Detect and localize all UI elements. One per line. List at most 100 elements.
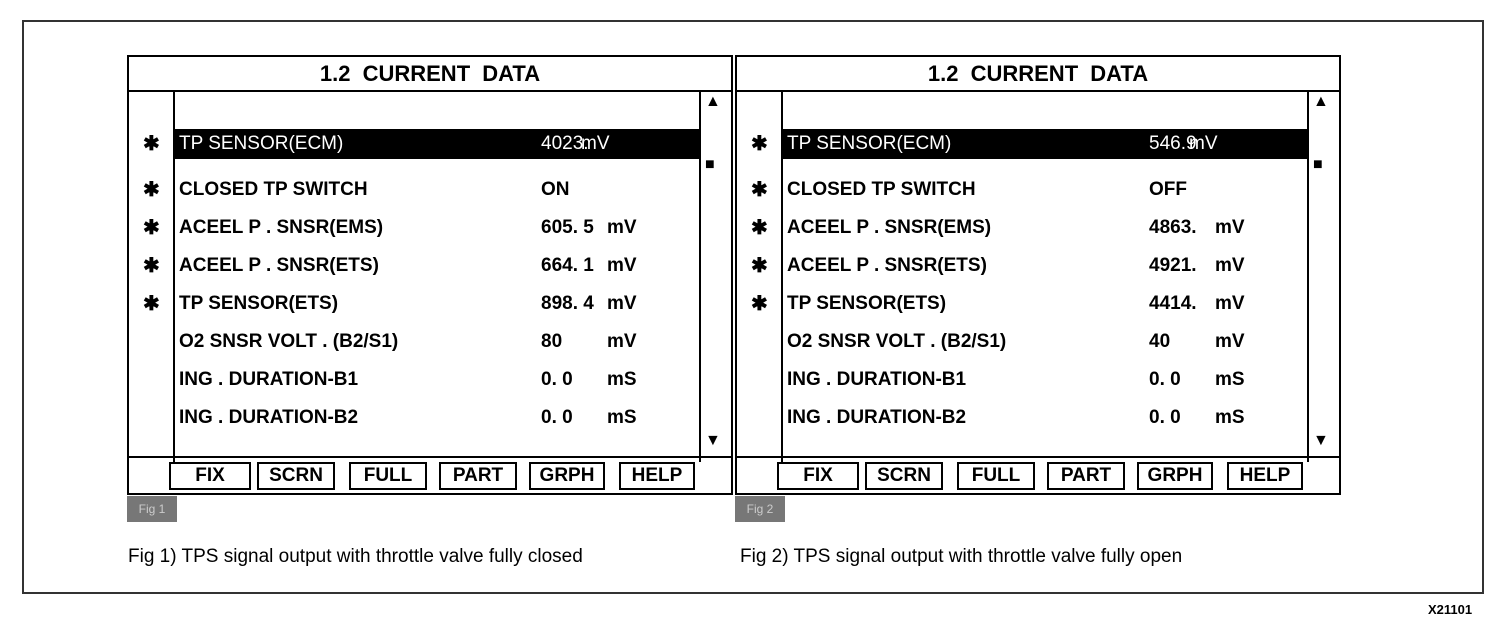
parameter-name: O2 SNSR VOLT . (B2/S1)	[179, 331, 399, 352]
help-button[interactable]: HELP	[1227, 462, 1303, 490]
screen-title: 1.2 CURRENT DATA	[129, 57, 731, 92]
fixed-marker-asterisk-icon: ✱	[143, 133, 160, 155]
grph-button[interactable]: GRPH	[1137, 462, 1213, 490]
data-row[interactable]: ING . DURATION-B1 0. 0 mS	[175, 365, 699, 395]
data-row[interactable]: ACEEL P . SNSR(ETS) 664. 1 mV	[175, 251, 699, 281]
function-button-bar: FIX SCRN FULL PART GRPH HELP	[129, 456, 731, 493]
data-row[interactable]: CLOSED TP SWITCH OFF	[783, 175, 1307, 205]
scrn-button[interactable]: SCRN	[257, 462, 335, 490]
parameter-name: TP SENSOR(ETS)	[179, 293, 339, 314]
parameter-value: 0. 0	[1149, 407, 1181, 428]
parameter-unit: mV	[581, 133, 610, 154]
parameter-unit: mV	[1215, 331, 1245, 352]
screen-title: 1.2 CURRENT DATA	[737, 57, 1339, 92]
data-row[interactable]: CLOSED TP SWITCH ON	[175, 175, 699, 205]
parameter-name: CLOSED TP SWITCH	[787, 179, 976, 200]
scrollbar[interactable]: ▲ ■ ▼	[695, 90, 731, 462]
parameter-value: 664. 1	[541, 255, 594, 276]
parameter-value: 0. 0	[541, 407, 573, 428]
full-button[interactable]: FULL	[957, 462, 1035, 490]
data-row[interactable]: TP SENSOR(ECM) 546.9 mV	[783, 129, 1307, 159]
parameter-unit: mV	[1215, 217, 1245, 238]
parameter-value: 80	[541, 331, 563, 352]
grph-button[interactable]: GRPH	[529, 462, 605, 490]
parameter-value: OFF	[1149, 179, 1187, 200]
scroll-thumb-icon[interactable]: ■	[1313, 156, 1323, 173]
scan-screen-2: 1.2 CURRENT DATA ✱ ✱ ✱ ✱ ✱ TP SENSOR(ECM) 546…	[735, 55, 1341, 495]
parameter-name: TP SENSOR(ECM)	[179, 133, 344, 154]
data-row[interactable]: TP SENSOR(ETS) 898. 4 mV	[175, 289, 699, 319]
fixed-marker-asterisk-icon: ✱	[143, 255, 160, 277]
scroll-down-icon[interactable]: ▼	[1313, 432, 1329, 449]
data-row[interactable]: ING . DURATION-B2 0. 0 mS	[175, 403, 699, 433]
data-list: TP SENSOR(ECM) 546.9 mV CLOSED TP SWITCH…	[781, 90, 1309, 462]
scroll-up-icon[interactable]: ▲	[705, 93, 721, 110]
parameter-unit: mV	[1215, 255, 1245, 276]
fixed-marker-asterisk-icon: ✱	[751, 293, 768, 315]
figure-tag: Fig 2	[735, 496, 785, 522]
scroll-thumb-icon[interactable]: ■	[705, 156, 715, 173]
parameter-name: CLOSED TP SWITCH	[179, 179, 368, 200]
figure-frame	[22, 20, 1484, 594]
fixed-marker-asterisk-icon: ✱	[143, 293, 160, 315]
data-row[interactable]: ING . DURATION-B2 0. 0 mS	[783, 403, 1307, 433]
data-row[interactable]: O2 SNSR VOLT . (B2/S1) 40 mV	[783, 327, 1307, 357]
scan-screen-1: 1.2 CURRENT DATA ✱ ✱ ✱ ✱ ✱ TP SENSOR(ECM) 402…	[127, 55, 733, 495]
figure-caption: Fig 1) TPS signal output with throttle v…	[128, 546, 583, 567]
parameter-value: 605. 5	[541, 217, 594, 238]
part-button[interactable]: PART	[1047, 462, 1125, 490]
parameter-value: 4863.	[1149, 217, 1197, 238]
parameter-unit: mV	[1215, 293, 1245, 314]
parameter-name: ING . DURATION-B2	[787, 407, 967, 428]
function-button-bar: FIX SCRN FULL PART GRPH HELP	[737, 456, 1339, 493]
data-row[interactable]: ACEEL P . SNSR(ETS) 4921. mV	[783, 251, 1307, 281]
parameter-value: ON	[541, 179, 570, 200]
parameter-unit: mV	[607, 255, 637, 276]
parameter-value: 40	[1149, 331, 1171, 352]
fixed-marker-asterisk-icon: ✱	[143, 179, 160, 201]
fixed-marker-asterisk-icon: ✱	[143, 217, 160, 239]
data-row[interactable]: ACEEL P . SNSR(EMS) 4863. mV	[783, 213, 1307, 243]
scroll-down-icon[interactable]: ▼	[705, 432, 721, 449]
parameter-name: ACEEL P . SNSR(ETS)	[787, 255, 987, 276]
parameter-value: 898. 4	[541, 293, 594, 314]
parameter-name: ACEEL P . SNSR(EMS)	[179, 217, 384, 238]
figure-code: X21101	[1428, 602, 1473, 617]
parameter-name: O2 SNSR VOLT . (B2/S1)	[787, 331, 1007, 352]
data-list: TP SENSOR(ECM) 4023. mV CLOSED TP SWITCH…	[173, 90, 701, 462]
parameter-name: ING . DURATION-B2	[179, 407, 359, 428]
parameter-value: 4921.	[1149, 255, 1197, 276]
data-row[interactable]: TP SENSOR(ECM) 4023. mV	[175, 129, 699, 159]
parameter-unit: mV	[1189, 133, 1218, 154]
scrn-button[interactable]: SCRN	[865, 462, 943, 490]
parameter-name: TP SENSOR(ETS)	[787, 293, 947, 314]
scroll-up-icon[interactable]: ▲	[1313, 93, 1329, 110]
data-row[interactable]: ACEEL P . SNSR(EMS) 605. 5 mV	[175, 213, 699, 243]
help-button[interactable]: HELP	[619, 462, 695, 490]
parameter-unit: mV	[607, 331, 637, 352]
parameter-unit: mS	[607, 369, 637, 390]
parameter-name: ING . DURATION-B1	[787, 369, 967, 390]
fix-button[interactable]: FIX	[169, 462, 251, 490]
figure-tag: Fig 1	[127, 496, 177, 522]
fix-button[interactable]: FIX	[777, 462, 859, 490]
fixed-marker-asterisk-icon: ✱	[751, 217, 768, 239]
fixed-marker-asterisk-icon: ✱	[751, 255, 768, 277]
part-button[interactable]: PART	[439, 462, 517, 490]
data-row[interactable]: O2 SNSR VOLT . (B2/S1) 80 mV	[175, 327, 699, 357]
parameter-value: 0. 0	[1149, 369, 1181, 390]
fixed-marker-asterisk-icon: ✱	[751, 179, 768, 201]
parameter-unit: mV	[607, 217, 637, 238]
data-row[interactable]: TP SENSOR(ETS) 4414. mV	[783, 289, 1307, 319]
parameter-value: 4023.	[541, 133, 589, 154]
scrollbar[interactable]: ▲ ■ ▼	[1303, 90, 1339, 462]
fixed-marker-asterisk-icon: ✱	[751, 133, 768, 155]
parameter-unit: mS	[1215, 369, 1245, 390]
parameter-value: 546.9	[1149, 133, 1197, 154]
parameter-unit: mV	[607, 293, 637, 314]
parameter-value: 4414.	[1149, 293, 1197, 314]
parameter-name: ACEEL P . SNSR(ETS)	[179, 255, 379, 276]
full-button[interactable]: FULL	[349, 462, 427, 490]
data-row[interactable]: ING . DURATION-B1 0. 0 mS	[783, 365, 1307, 395]
parameter-name: TP SENSOR(ECM)	[787, 133, 952, 154]
